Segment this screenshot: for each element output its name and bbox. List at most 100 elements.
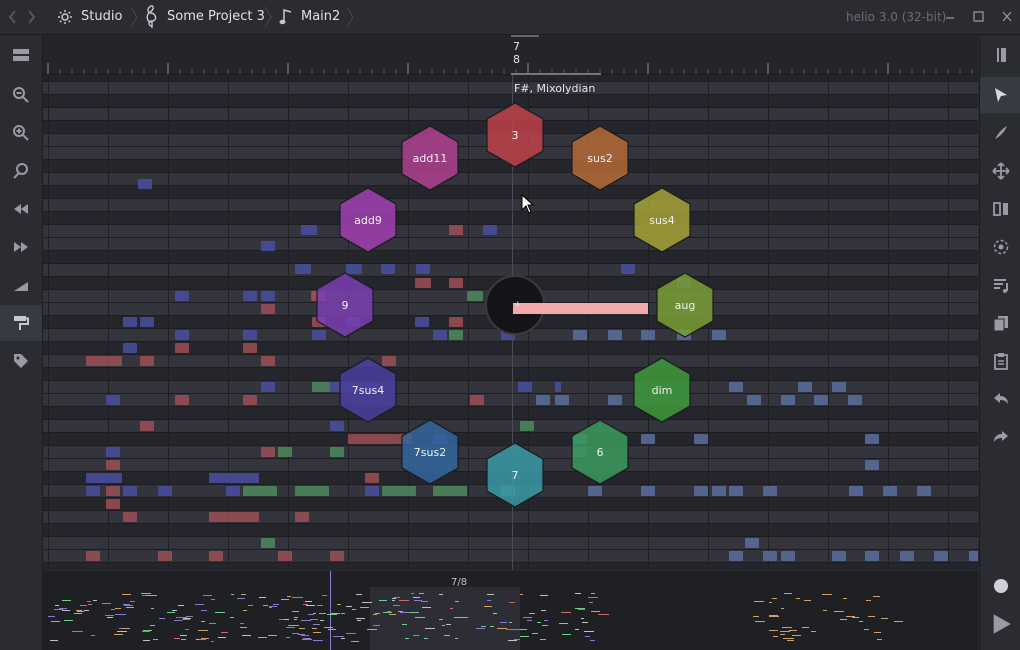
midi-note[interactable] <box>694 434 708 444</box>
midi-note[interactable] <box>312 382 330 392</box>
undo-icon[interactable] <box>980 381 1020 417</box>
midi-note[interactable] <box>969 551 978 561</box>
midi-note[interactable] <box>278 551 292 561</box>
midi-note[interactable] <box>86 473 122 483</box>
midi-note[interactable] <box>865 434 879 444</box>
midi-note[interactable] <box>330 421 344 431</box>
velocity-icon[interactable] <box>0 267 42 303</box>
midi-note[interactable] <box>416 264 430 274</box>
midi-note[interactable] <box>158 486 172 496</box>
midi-note[interactable] <box>415 317 429 327</box>
midi-note[interactable] <box>763 486 777 496</box>
midi-note[interactable] <box>814 395 828 405</box>
midi-note[interactable] <box>415 278 431 288</box>
midi-note[interactable] <box>608 330 622 340</box>
midi-note[interactable] <box>261 538 275 548</box>
midi-note[interactable] <box>243 291 257 301</box>
midi-note[interactable] <box>573 330 587 340</box>
midi-note[interactable] <box>900 551 914 561</box>
midi-note[interactable] <box>243 395 257 405</box>
breadcrumb-project[interactable]: Some Project 3 <box>167 9 265 24</box>
midi-note[interactable] <box>832 551 846 561</box>
midi-note[interactable] <box>849 486 863 496</box>
midi-note[interactable] <box>449 225 463 235</box>
paint-roller-icon[interactable] <box>0 305 42 341</box>
midi-note[interactable] <box>449 330 463 340</box>
midi-note[interactable] <box>348 434 398 444</box>
project-minimap[interactable]: 7/8 <box>43 571 978 650</box>
record-icon[interactable] <box>980 568 1020 604</box>
midi-note[interactable] <box>106 447 120 457</box>
midi-note[interactable] <box>140 421 154 431</box>
chord-button[interactable]: 7sus2 <box>401 419 459 485</box>
midi-note[interactable] <box>745 538 759 548</box>
midi-note[interactable] <box>781 551 795 561</box>
midi-note[interactable] <box>365 486 379 496</box>
chord-button[interactable]: aug <box>656 272 714 338</box>
play-icon[interactable] <box>980 606 1020 642</box>
rewind-icon[interactable] <box>0 191 42 227</box>
midi-note[interactable] <box>588 486 602 496</box>
midi-note[interactable] <box>209 551 223 561</box>
chord-tool-icon[interactable] <box>980 229 1020 265</box>
midi-note[interactable] <box>798 382 812 392</box>
midi-note[interactable] <box>295 486 329 496</box>
midi-note[interactable] <box>312 330 326 340</box>
chord-button[interactable]: 7 <box>486 442 544 508</box>
selected-note[interactable] <box>513 303 648 314</box>
panel-toggle-icon[interactable] <box>980 37 1020 73</box>
midi-note[interactable] <box>106 395 120 405</box>
midi-note[interactable] <box>694 486 708 496</box>
midi-note[interactable] <box>86 486 100 496</box>
midi-note[interactable] <box>483 225 497 235</box>
midi-note[interactable] <box>763 551 777 561</box>
midi-note[interactable] <box>433 486 467 496</box>
midi-note[interactable] <box>641 486 655 496</box>
maximize-icon[interactable] <box>972 0 984 34</box>
midi-note[interactable] <box>518 382 532 392</box>
timeline-ruler[interactable]: 7 8 <box>43 35 978 75</box>
midi-note[interactable] <box>243 343 257 353</box>
midi-note[interactable] <box>365 473 379 483</box>
key-signature-label[interactable]: F#, Mixolydian <box>514 82 596 95</box>
midi-note[interactable] <box>501 330 515 340</box>
chord-button[interactable]: 9 <box>316 272 374 338</box>
chord-button[interactable]: add11 <box>401 125 459 191</box>
chord-button[interactable]: 6 <box>571 419 629 485</box>
midi-note[interactable] <box>106 499 120 509</box>
midi-note[interactable] <box>712 330 726 340</box>
zoom-fit-icon[interactable] <box>0 153 42 189</box>
midi-note[interactable] <box>382 486 416 496</box>
chord-button[interactable]: add9 <box>339 187 397 253</box>
midi-note[interactable] <box>729 382 743 392</box>
back-icon[interactable] <box>6 0 18 34</box>
midi-note[interactable] <box>641 330 655 340</box>
midi-note[interactable] <box>243 486 277 496</box>
midi-note[interactable] <box>346 264 362 274</box>
midi-note[interactable] <box>261 356 275 366</box>
zoom-in-icon[interactable] <box>0 115 42 151</box>
chord-button[interactable]: 7sus4 <box>339 357 397 423</box>
midi-note[interactable] <box>520 421 534 431</box>
midi-note[interactable] <box>781 395 795 405</box>
midi-note[interactable] <box>175 343 189 353</box>
pen-icon[interactable] <box>980 115 1020 151</box>
cursor-icon[interactable] <box>980 77 1020 113</box>
midi-note[interactable] <box>209 473 259 483</box>
midi-note[interactable] <box>106 460 120 470</box>
midi-note[interactable] <box>917 486 931 496</box>
midi-note[interactable] <box>433 330 447 340</box>
midi-note[interactable] <box>729 551 743 561</box>
arpeggio-icon[interactable] <box>980 267 1020 303</box>
paste-icon[interactable] <box>980 343 1020 379</box>
forward-icon[interactable] <box>26 0 38 34</box>
midi-note[interactable] <box>865 460 879 470</box>
midi-note[interactable] <box>209 512 259 522</box>
midi-note[interactable] <box>449 317 463 327</box>
midi-note[interactable] <box>86 356 122 366</box>
midi-note[interactable] <box>261 382 275 392</box>
minimize-icon[interactable] <box>944 0 956 34</box>
midi-note[interactable] <box>123 512 137 522</box>
midi-note[interactable] <box>158 551 172 561</box>
tag-icon[interactable] <box>0 343 42 379</box>
